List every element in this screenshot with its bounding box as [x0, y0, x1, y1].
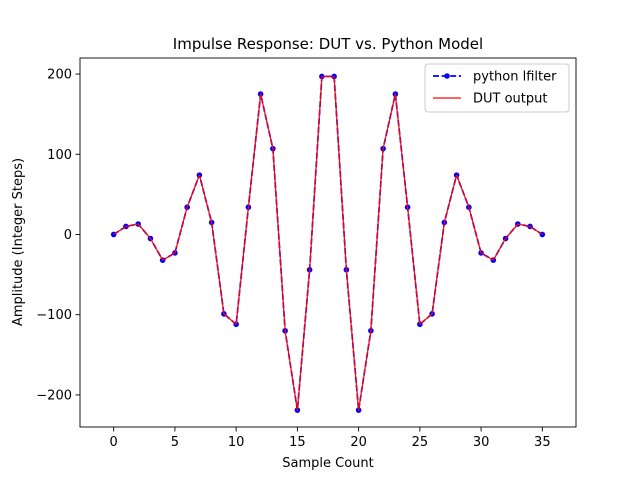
- legend-label-python-lfilter: python lfilter: [473, 70, 557, 85]
- axes-frame: [79, 57, 577, 428]
- plot-area: 0 5 10 15 20 25 30 35 −200 −100 0 100 200: [36, 57, 577, 450]
- y-tick-label: 0: [64, 228, 72, 243]
- x-tick-label: 15: [289, 435, 306, 450]
- legend: python lfilter DUT output: [424, 63, 570, 113]
- x-tick-label: 30: [473, 435, 490, 450]
- x-tick-label: 20: [350, 435, 367, 450]
- legend-marker-python-lfilter: [444, 73, 450, 79]
- x-axis-label: Sample Count: [282, 456, 373, 471]
- x-tick-label: 0: [110, 435, 118, 450]
- y-tick-label: 100: [47, 148, 72, 163]
- x-tick-label: 35: [534, 435, 551, 450]
- y-tick-label: −200: [36, 388, 72, 403]
- x-tick-label: 10: [228, 435, 245, 450]
- y-tick-label: 200: [47, 68, 72, 83]
- chart-title: Impulse Response: DUT vs. Python Model: [173, 35, 483, 53]
- y-tick-label: −100: [36, 308, 72, 323]
- y-axis-label: Amplitude (Integer Steps): [11, 158, 26, 326]
- series-line-dut-output: [113, 75, 543, 411]
- legend-label-dut-output: DUT output: [473, 92, 547, 107]
- x-tick-label: 25: [412, 435, 429, 450]
- x-tick-label: 5: [171, 435, 179, 450]
